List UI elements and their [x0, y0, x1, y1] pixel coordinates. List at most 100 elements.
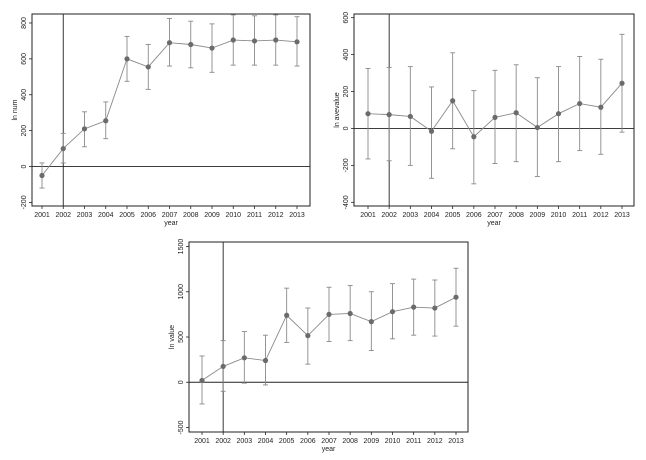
data-point — [471, 134, 477, 140]
data-point — [145, 64, 151, 70]
x-tick-label: 2005 — [119, 212, 135, 219]
data-point — [432, 305, 438, 311]
data-point — [251, 38, 258, 44]
y-tick-label: 800 — [21, 17, 28, 29]
data-point — [220, 363, 226, 370]
y-tick-label: -400 — [343, 195, 350, 209]
data-point — [513, 110, 519, 116]
x-axis-title: year — [487, 220, 501, 227]
x-axis-title: year — [164, 220, 178, 227]
x-axis-title: year — [322, 446, 336, 453]
y-tick-label: 200 — [21, 125, 28, 137]
plot-frame — [31, 13, 311, 207]
x-tick-label: 2012 — [268, 212, 284, 219]
y-tick-label: 1500 — [178, 239, 185, 255]
plot-frame — [188, 241, 469, 433]
data-point — [284, 312, 290, 318]
y-tick-label: 500 — [178, 331, 185, 343]
x-tick-label: 2009 — [364, 438, 380, 445]
x-tick-label: 2001 — [360, 212, 376, 219]
chart-panel-3: -500 0 500 1000 1500 2001 2002 2003 2004 2005 2006… — [169, 239, 469, 453]
x-tick-label: 2012 — [427, 438, 443, 445]
data-point — [365, 111, 371, 117]
data-point — [199, 377, 205, 384]
data-point — [577, 100, 583, 107]
x-tick-label: 2005 — [445, 212, 461, 219]
y-tick-label: -200 — [21, 195, 28, 209]
data-point — [103, 118, 109, 124]
x-tick-label: 2009 — [530, 212, 546, 219]
x-tick-label: 2002 — [215, 438, 231, 445]
data-point — [450, 98, 456, 104]
x-tick-label: 2002 — [55, 212, 71, 219]
data-point — [273, 37, 279, 43]
y-axis-title: ln avevalue — [334, 92, 341, 128]
data-point — [60, 145, 66, 152]
x-tick-label: 2003 — [403, 212, 419, 219]
data-point — [407, 113, 413, 120]
x-tick-label: 2008 — [183, 212, 199, 219]
data-point — [389, 309, 396, 315]
x-tick-label: 2007 — [321, 438, 337, 445]
data-point — [453, 294, 459, 300]
x-tick-label: 2001 — [34, 212, 50, 219]
y-tick-label: 200 — [343, 86, 350, 98]
chart-panel-1: -200 0 200 400 600 800 2001 2002 2003 2004 2005 200… — [12, 13, 311, 227]
y-tick-label: 0 — [21, 164, 28, 168]
data-point — [428, 128, 435, 134]
data-point — [386, 112, 392, 118]
data-point — [368, 319, 374, 325]
y-tick-label: -500 — [178, 420, 185, 434]
y-tick-label: 0 — [343, 126, 350, 130]
y-tick-label: 600 — [21, 53, 28, 65]
data-point — [262, 357, 269, 364]
x-tick-label: 2006 — [466, 212, 482, 219]
data-point — [305, 333, 311, 339]
x-tick-label: 2007 — [162, 212, 178, 219]
x-tick-label: 2004 — [424, 212, 440, 219]
x-tick-label: 2006 — [140, 212, 156, 219]
data-point — [619, 80, 625, 86]
data-point — [294, 39, 300, 45]
y-tick-label: 600 — [343, 12, 350, 24]
x-tick-label: 2013 — [289, 212, 305, 219]
x-tick-label: 2011 — [247, 212, 262, 219]
data-point — [326, 311, 332, 317]
x-tick-label: 2010 — [385, 438, 401, 445]
data-point — [209, 45, 215, 51]
x-tick-label: 2009 — [204, 212, 220, 219]
x-tick-label: 2012 — [593, 212, 609, 219]
x-tick-label: 2010 — [225, 212, 241, 219]
chart-panel-2: -400 -200 0 200 400 600 2001 2002 2003 2004 2005 20… — [334, 12, 635, 227]
x-tick-label: 2006 — [300, 438, 316, 445]
y-tick-label: 0 — [178, 380, 185, 384]
data-point — [124, 56, 130, 62]
x-tick-label: 2001 — [194, 438, 210, 445]
plot-frame — [353, 13, 635, 207]
y-tick-label: 400 — [343, 49, 350, 61]
data-point — [39, 172, 45, 179]
y-axis-title: ln num — [12, 99, 19, 120]
x-tick-label: 2004 — [258, 438, 274, 445]
data-point — [166, 40, 173, 46]
data-point — [598, 104, 604, 110]
y-tick-label: 400 — [21, 89, 28, 101]
data-point — [81, 126, 88, 132]
y-tick-label: 1000 — [178, 284, 185, 300]
data-point — [534, 124, 540, 131]
x-tick-label: 2010 — [551, 212, 567, 219]
data-point — [230, 37, 236, 43]
x-tick-label: 2004 — [98, 212, 114, 219]
x-tick-label: 2003 — [237, 438, 253, 445]
x-tick-label: 2003 — [77, 212, 93, 219]
x-tick-label: 2008 — [508, 212, 524, 219]
data-point — [492, 114, 498, 120]
x-tick-label: 2002 — [381, 212, 397, 219]
x-tick-label: 2013 — [448, 438, 464, 445]
x-tick-label: 2005 — [279, 438, 295, 445]
data-point — [411, 304, 417, 310]
x-tick-label: 2007 — [487, 212, 503, 219]
data-point — [188, 41, 194, 48]
x-tick-label: 2008 — [342, 438, 358, 445]
